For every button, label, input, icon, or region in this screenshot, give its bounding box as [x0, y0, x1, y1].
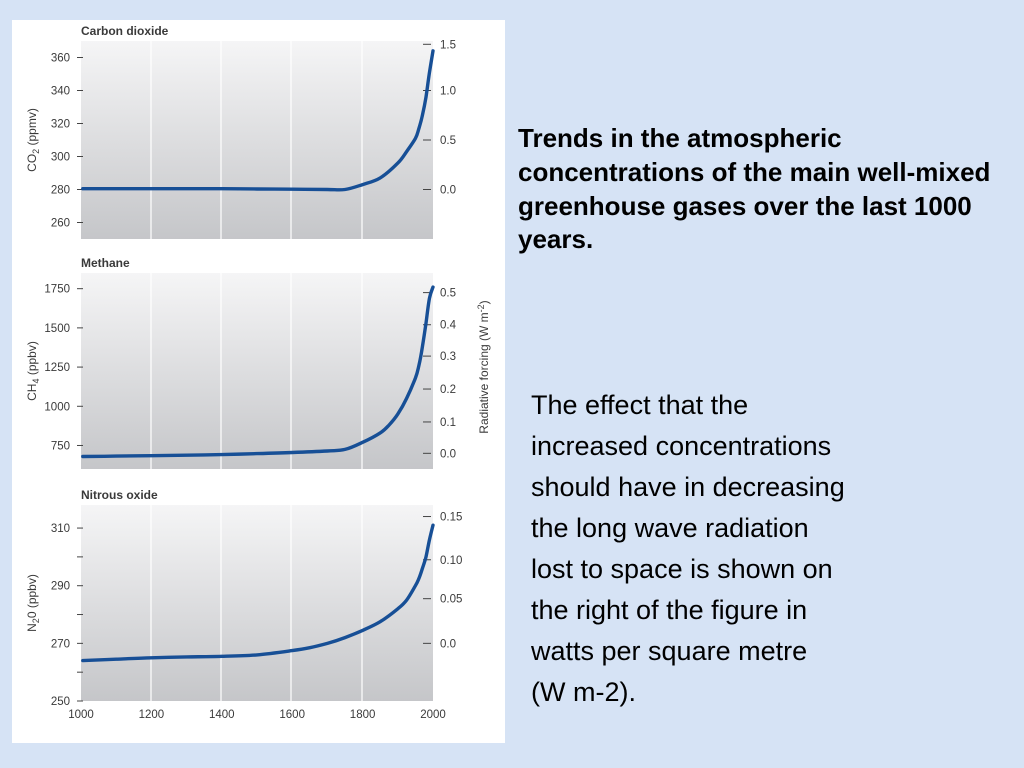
co2-chart-title: Carbon dioxide	[81, 24, 169, 38]
n2o-y2-tick-label: 0.10	[440, 555, 462, 567]
co2-y-tick-label: 340	[51, 86, 70, 98]
co2-y-tick-label: 360	[51, 53, 70, 65]
n2o-plot-area	[81, 505, 433, 701]
x-tick-label: 2000	[420, 709, 446, 721]
figure-panel: Carbon dioxide 260 280 300 320 340 360 0.0 0.5 1.…	[12, 20, 505, 743]
n2o-series-line	[81, 523, 435, 663]
n2o-y-tick-label: 290	[51, 581, 70, 593]
co2-y2-tick-label: 0.0	[440, 185, 456, 197]
ch4-y2-tick-label: 0.2	[440, 384, 456, 396]
co2-plot-area	[81, 41, 433, 239]
slide-title: Trends in the atmospheric concentrations…	[518, 123, 991, 255]
n2o-chart-title: Nitrous oxide	[81, 488, 158, 502]
ch4-y-axis-label: CH4 (ppbv)	[25, 341, 41, 401]
ch4-y2-tick-label: 0.4	[440, 320, 457, 332]
n2o-y2-tick-label: 0.05	[440, 594, 462, 606]
x-tick-label: 1000	[68, 709, 94, 721]
ch4-y-tick-label: 1250	[44, 362, 70, 374]
co2-y-axis-label: CO2 (ppmv)	[25, 108, 41, 172]
ch4-y2-tick-label: 0.1	[440, 417, 456, 429]
n2o-y2-tick-label: 0.15	[440, 512, 462, 524]
x-tick-label: 1400	[209, 709, 235, 721]
x-tick-label: 1800	[350, 709, 376, 721]
co2-y2-tick-label: 0.5	[440, 135, 456, 147]
co2-y-tick-label: 260	[51, 218, 70, 230]
n2o-y-tick-label: 250	[51, 696, 70, 708]
co2-y2-tick-label: 1.5	[440, 39, 456, 51]
n2o-y2-tick-label: 0.0	[440, 638, 456, 650]
ch4-y-tick-label: 1500	[44, 323, 70, 335]
co2-series-line	[81, 49, 435, 192]
n2o-y-axis-label: N20 (ppbv)	[25, 574, 41, 632]
ch4-y-tick-label: 750	[51, 440, 70, 452]
ch4-y2-tick-label: 0.3	[440, 351, 456, 363]
x-tick-label: 1200	[139, 709, 165, 721]
ch4-y-tick-label: 1000	[44, 401, 70, 413]
ch4-y2-tick-label: 0.0	[440, 448, 456, 460]
right-axis-label: Radiative forcing (W m-2)	[476, 300, 491, 433]
greenhouse-gas-chart: Carbon dioxide 260 280 300 320 340 360 0.0 0.5 1.…	[25, 24, 491, 721]
ch4-chart-title: Methane	[81, 256, 130, 270]
ch4-y2-tick-label: 0.5	[440, 288, 456, 300]
n2o-y-tick-label: 310	[51, 523, 70, 535]
n2o-y-tick-label: 270	[51, 638, 70, 650]
co2-y-tick-label: 280	[51, 185, 70, 197]
co2-y-tick-label: 300	[51, 152, 70, 164]
co2-y2-tick-label: 1.0	[440, 86, 456, 98]
slide-body-text: The effect that the increased concentrat…	[531, 390, 845, 708]
x-tick-label: 1600	[279, 709, 305, 721]
ch4-y-tick-label: 1750	[44, 284, 70, 296]
ch4-plot-area	[81, 273, 433, 469]
co2-y-tick-label: 320	[51, 119, 70, 131]
ch4-series-line	[81, 285, 435, 459]
